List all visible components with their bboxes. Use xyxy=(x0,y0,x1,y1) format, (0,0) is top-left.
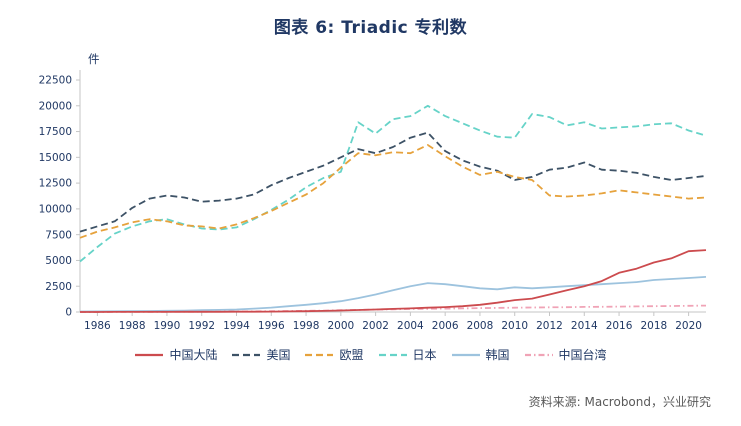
legend-swatch-icon xyxy=(524,353,553,356)
x-tick-label: 2010 xyxy=(501,320,528,332)
x-tick-label: 2014 xyxy=(571,320,598,332)
legend-label: 欧盟 xyxy=(339,348,364,362)
y-tick-label: 2500 xyxy=(45,281,72,293)
legend-label: 日本 xyxy=(412,348,437,362)
series-line-韩国 xyxy=(79,276,707,313)
legend-swatch-icon xyxy=(451,353,480,356)
x-tick-label: 1998 xyxy=(293,320,320,332)
series-line-日本 xyxy=(79,104,707,263)
legend: 中国大陆 美国 欧盟 日本 韩国 中国台湾 xyxy=(0,346,741,363)
legend-swatch-icon xyxy=(378,353,407,356)
y-tick-label: 5000 xyxy=(45,255,72,267)
x-tick-label: 2008 xyxy=(467,320,494,332)
legend-item-1: 美国 xyxy=(231,346,290,363)
x-tick-label: 1986 xyxy=(84,320,111,332)
x-tick-label: 1992 xyxy=(188,320,215,332)
legend-item-0: 中国大陆 xyxy=(134,346,217,363)
chart-title: 图表 6: Triadic 专利数 xyxy=(273,18,468,38)
x-tick-label: 2018 xyxy=(640,320,667,332)
x-tick-label: 2002 xyxy=(362,320,389,332)
series-line-中国大陆 xyxy=(80,249,707,313)
y-tick-label: 20000 xyxy=(39,100,72,112)
chart-area: 件 0 2500 5000 7500 10000 12500 15000 17500 20000… xyxy=(0,40,741,340)
series-line-美国 xyxy=(79,131,707,233)
source-note: 资料来源: Macrobond，兴业研究 xyxy=(528,395,711,409)
y-tick-label: 0 xyxy=(65,307,72,319)
series-line-欧盟 xyxy=(79,144,707,239)
line-chart: 件 0 2500 5000 7500 10000 12500 15000 17500 20000… xyxy=(39,52,707,332)
y-tick-label: 7500 xyxy=(45,229,72,241)
x-tick-label: 1994 xyxy=(223,320,250,332)
legend-label: 中国大陆 xyxy=(169,348,218,362)
legend-swatch-icon xyxy=(232,353,261,356)
y-tick-label: 12500 xyxy=(39,178,72,190)
legend-item-3: 日本 xyxy=(378,346,437,363)
x-tick-label: 1988 xyxy=(119,320,146,332)
y-axis-unit-label: 件 xyxy=(88,52,100,66)
legend-label: 中国台湾 xyxy=(558,348,607,362)
y-tick-label: 22500 xyxy=(39,75,72,87)
x-tick-label: 2020 xyxy=(675,320,702,332)
x-tick-label: 1996 xyxy=(258,320,285,332)
x-tick-label: 1990 xyxy=(154,320,181,332)
x-tick-label: 2006 xyxy=(432,320,459,332)
y-tick-label: 10000 xyxy=(39,203,72,215)
x-tick-label: 2004 xyxy=(397,320,424,332)
legend-item-4: 韩国 xyxy=(451,346,510,363)
legend-label: 美国 xyxy=(266,348,291,362)
legend-swatch-icon xyxy=(135,353,164,356)
legend-item-5: 中国台湾 xyxy=(524,346,607,363)
legend-label: 韩国 xyxy=(485,348,510,362)
legend-item-2: 欧盟 xyxy=(304,346,364,363)
y-tick-label: 17500 xyxy=(39,126,72,138)
x-tick-label: 2016 xyxy=(606,320,633,332)
y-tick-label: 15000 xyxy=(39,152,72,164)
x-tick-label: 2012 xyxy=(536,320,563,332)
x-tick-label: 2000 xyxy=(327,320,354,332)
legend-swatch-icon xyxy=(305,353,334,356)
